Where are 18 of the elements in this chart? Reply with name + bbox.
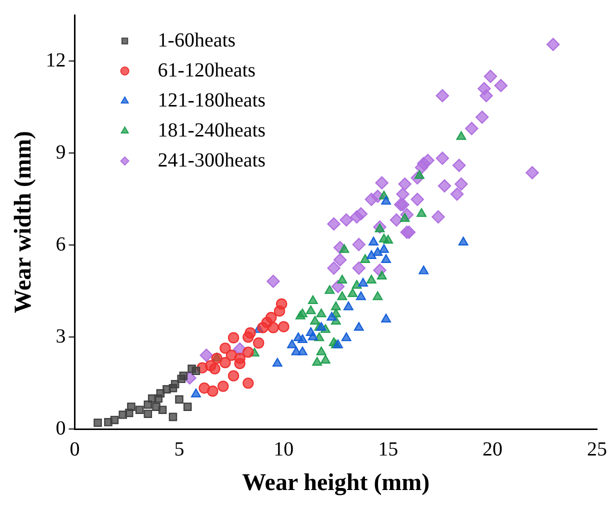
y-tick-label: 12: [46, 49, 66, 72]
legend-label: 181-240heats: [158, 119, 266, 142]
x-axis-title: Wear height (mm): [242, 470, 430, 496]
y-tick-label: 0: [56, 417, 66, 440]
x-tick-label: 10: [274, 438, 294, 460]
x-tick-label: 0: [70, 438, 80, 460]
legend-label: 61-120heats: [158, 59, 256, 82]
x-tick-label: 25: [587, 438, 607, 460]
y-tick-label: 9: [56, 141, 66, 164]
x-tick-label: 5: [174, 438, 184, 460]
x-tick-label: 15: [378, 438, 398, 460]
y-tick-label: 6: [56, 233, 66, 256]
y-tick-label: 3: [56, 325, 66, 348]
y-axis-title: Wear width (mm): [10, 131, 37, 314]
legend-label: 121-180heats: [158, 89, 266, 112]
legend-label: 241-300heats: [158, 149, 266, 172]
x-tick-label: 20: [482, 438, 503, 460]
legend-label: 1-60heats: [158, 29, 236, 52]
